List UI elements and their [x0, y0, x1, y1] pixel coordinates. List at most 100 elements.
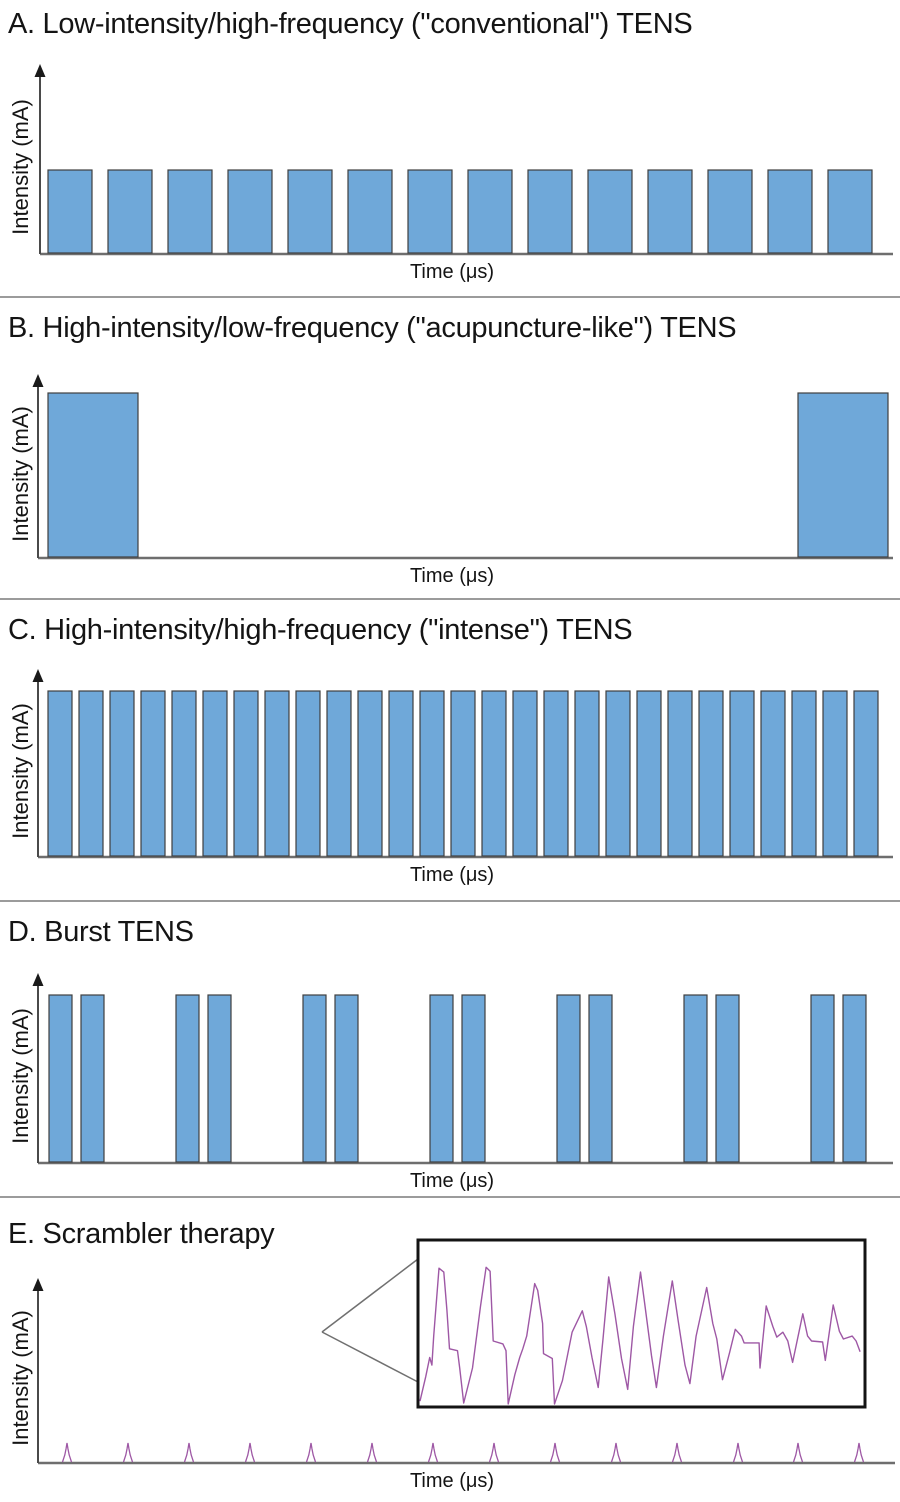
pulse-bar: [842, 994, 867, 1163]
pulse-bar: [47, 169, 93, 254]
pulse-bar: [647, 169, 693, 254]
panel-b: Intensity (mA) Time (μs) B. High-intensity…: [0, 296, 900, 598]
pulse-bar: [80, 994, 105, 1163]
pulse-bar: [698, 690, 724, 857]
pulse-bar: [264, 690, 290, 857]
pulse-bar: [827, 169, 873, 254]
pulse-bar: [450, 690, 476, 857]
y-axis-arrow-icon: [32, 669, 44, 682]
pulse-spike: [122, 1442, 134, 1463]
pulse-bar: [78, 690, 104, 857]
panel-b-plot: Intensity (mA) Time (μs): [8, 374, 893, 587]
pulse-spike: [671, 1442, 683, 1463]
inset-waveform: [419, 1266, 861, 1405]
pulse-bar: [543, 690, 569, 857]
pulse-bars: [47, 169, 873, 254]
panel-a: Intensity (mA) Time (μs) A. Low-intensity/…: [0, 0, 900, 296]
y-axis-label: Intensity (mA): [8, 1008, 33, 1144]
pulse-bar: [556, 994, 581, 1163]
pulse-bar: [171, 690, 197, 857]
pulse-bar: [587, 169, 633, 254]
pulse-spike: [853, 1442, 865, 1463]
pulse-bar: [334, 994, 359, 1163]
magnifier-connector-top: [321, 1258, 419, 1333]
pulse-spike: [549, 1442, 561, 1463]
pulse-bar: [207, 994, 232, 1163]
pulse-bar: [461, 994, 486, 1163]
panel-c-plot: Intensity (mA) Time (μs): [8, 669, 893, 886]
pulse-bars: [48, 994, 867, 1163]
pulse-bar: [707, 169, 753, 254]
pulse-spikes: [61, 1442, 865, 1463]
pulse-bar: [636, 690, 662, 857]
y-axis-arrow-icon: [34, 64, 46, 77]
pulse-bar: [388, 690, 414, 857]
panel-c-title: C. High-intensity/high-frequency ("inten…: [8, 614, 633, 646]
pulse-spike: [244, 1442, 256, 1463]
panel-b-title: B. High-intensity/low-frequency ("acupun…: [8, 312, 737, 344]
pulse-bar: [109, 690, 135, 857]
pulse-bar: [683, 994, 708, 1163]
pulse-bar: [167, 169, 213, 254]
y-axis-label: Intensity (mA): [8, 99, 33, 235]
pulse-bar: [347, 169, 393, 254]
panel-c: Intensity (mA) Time (μs) C. High-intensity…: [0, 598, 900, 900]
pulse-bar: [574, 690, 600, 857]
y-axis-arrow-icon: [32, 973, 44, 986]
panel-d-title: D. Burst TENS: [8, 916, 194, 948]
y-axis-label: Intensity (mA): [8, 1310, 33, 1446]
pulse-spike: [61, 1442, 73, 1463]
pulse-bar: [791, 690, 817, 857]
panel-d-plot: Intensity (mA) Time (μs): [8, 973, 893, 1192]
y-axis-arrow-icon: [32, 1278, 44, 1291]
pulse-bar: [302, 994, 327, 1163]
pulse-bar: [357, 690, 383, 857]
x-axis-label: Time (μs): [410, 1470, 494, 1492]
panel-a-title: A. Low-intensity/high-frequency ("conven…: [8, 8, 693, 40]
pulse-bar: [47, 392, 139, 558]
pulse-bar: [48, 994, 73, 1163]
pulse-bar: [729, 690, 755, 857]
y-axis-label: Intensity (mA): [8, 703, 33, 839]
pulse-bar: [295, 690, 321, 857]
y-axis-arrow-icon: [32, 374, 44, 387]
pulse-bar: [481, 690, 507, 857]
pulse-bar: [227, 169, 273, 254]
pulse-bar: [233, 690, 259, 857]
pulse-bars: [47, 392, 889, 558]
panel-a-plot: Intensity (mA) Time (μs): [8, 64, 893, 283]
pulse-bars: [47, 690, 879, 857]
pulse-bar: [760, 690, 786, 857]
pulse-spike: [305, 1442, 317, 1463]
pulse-bar: [767, 169, 813, 254]
pulse-bar: [467, 169, 513, 254]
panel-e: Intensity (mA) Time (μs) E. Scrambler ther…: [0, 1196, 900, 1500]
pulse-bar: [588, 994, 613, 1163]
pulse-bar: [326, 690, 352, 857]
pulse-bar: [175, 994, 200, 1163]
pulse-bar: [407, 169, 453, 254]
pulse-spike: [732, 1442, 744, 1463]
pulse-bar: [853, 690, 879, 857]
pulse-bar: [667, 690, 693, 857]
pulse-bar: [287, 169, 333, 254]
pulse-spike: [183, 1442, 195, 1463]
magnifier-connector-bottom: [321, 1331, 419, 1383]
y-axis-label: Intensity (mA): [8, 406, 33, 542]
x-axis-label: Time (μs): [410, 261, 494, 283]
pulse-bar: [202, 690, 228, 857]
pulse-bar: [47, 690, 73, 857]
pulse-bar: [605, 690, 631, 857]
pulse-spike: [610, 1442, 622, 1463]
panel-e-plot: Intensity (mA) Time (μs): [8, 1238, 895, 1492]
pulse-bar: [715, 994, 740, 1163]
x-axis-label: Time (μs): [410, 1170, 494, 1192]
pulse-bar: [419, 690, 445, 857]
x-axis-label: Time (μs): [410, 565, 494, 587]
pulse-bar: [107, 169, 153, 254]
pulse-bar: [810, 994, 835, 1163]
pulse-bar: [822, 690, 848, 857]
pulse-bar: [512, 690, 538, 857]
panel-d: Intensity (mA) Time (μs) D. Burst TENS: [0, 900, 900, 1196]
pulse-spike: [427, 1442, 439, 1463]
